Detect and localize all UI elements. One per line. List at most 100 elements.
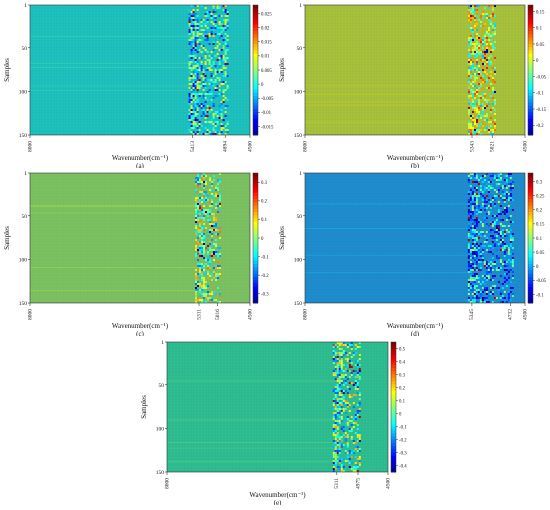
plot-frame-e [166,341,389,473]
colorbar-tick-label-c: -0.2 [261,274,269,279]
panel-label-a: (a) [136,162,144,168]
x-tick-label-a: 4894 [222,141,228,152]
colorbar-tick-label-a: 0.025 [261,12,272,17]
colorbar-tick-label-a: -0.01 [261,111,272,116]
x-axis-label-d: Wavenumber(cm⁻¹) [387,322,444,330]
colorbar-tick-label-e: -0.4 [399,464,407,469]
colorbar-tick-label-d: 0.2 [536,209,543,214]
panel-c: 8000 5311 5016 4500 1 50 100 150 Samples Wavenumb… [0,168,275,338]
colorbar-tick-label-b: -0.15 [536,108,547,113]
colorbar-e [390,341,397,473]
x-axis-label-e: Wavenumber(cm⁻¹) [249,491,306,499]
plot-frame-b [304,4,526,136]
x-tick-label-b: 5021 [490,141,496,152]
x-tick-label-e: 4975 [355,478,361,489]
plot-frame-d [304,172,526,304]
colorbar-a [252,4,259,136]
x-tick-label-a: 8000 [27,141,33,152]
heatmap-texture-a [29,4,250,135]
panel-e: 8000 5311 4975 4500 1 50 100 150 Samples Wavenumb… [137,337,413,507]
colorbar-tick-label-b: 0.15 [536,10,545,15]
x-axis-label-b: Wavenumber(cm⁻¹) [387,154,444,162]
x-tick-label-e: 4500 [385,478,391,489]
y-tick-label-b: 50 [297,46,303,52]
x-tick-label-c: 8000 [27,309,33,320]
x-tick-label-e: 8000 [164,478,170,489]
colorbar-tick-label-d: 0.25 [536,194,545,199]
colorbar-tick-label-c: 0.2 [261,200,268,205]
y-tick-label-b: 150 [294,133,303,139]
panel-label-d: (d) [411,330,420,336]
colorbar-tick-label-e: 0.4 [399,360,406,365]
colorbar-tick-label-e: 0.2 [399,386,406,391]
colorbar-tick-label-c: 0 [261,237,264,242]
colorbar-tick-label-b: 0.1 [536,27,543,32]
heatmap-streaks-b [305,85,473,123]
y-tick-label-b: 1 [299,3,302,9]
x-tick-label-d: 8000 [302,309,308,320]
colorbar-b [527,4,534,136]
colorbar-tick-label-a: 0.005 [261,69,272,74]
x-tick-label-a: 5413 [190,141,196,152]
x-tick-label-d: 4500 [522,309,528,320]
colorbar-tick-label-a: 0.01 [261,55,270,60]
colorbar-tick-label-d: 0.1 [536,237,543,242]
y-tick-label-d: 1 [299,171,302,177]
colorbar-tick-label-c: -0.3 [261,293,269,298]
x-axis-label-a: Wavenumber(cm⁻¹) [112,154,169,162]
heatmap-a: 8000 5413 4894 4500150100150SamplesWavenumb… [3,3,274,170]
heatmap-background-d [305,173,525,303]
y-tick-label-e: 100 [156,426,165,432]
x-tick-label-b: 4500 [522,141,528,152]
panel-label-b: (b) [411,162,420,168]
colorbar-tick-label-d: -0.1 [536,293,544,298]
colorbar-tick-label-e: -0.1 [399,425,407,430]
heatmap-b: 8000 5343 5021 4500150100150SamplesWavenumb… [278,3,547,170]
colorbar-tick-label-a: 0.02 [261,26,270,31]
colorbar-tick-label-c: 0.3 [261,181,268,186]
y-axis-label-c: Samples [3,226,11,250]
heatmap-d: 8000 5345 4732 4500150100150SamplesWavenumb… [278,171,547,338]
colorbar-d [527,172,534,304]
heatmap-active-region-b [468,5,497,135]
y-tick-label-b: 100 [294,89,303,95]
colorbar-tick-label-c: 0.1 [261,218,268,223]
y-tick-label-a: 100 [19,89,28,95]
x-tick-label-b: 5343 [469,141,475,152]
colorbar-c [252,172,259,304]
colorbar-tick-label-e: 0.5 [399,347,406,352]
colorbar-tick-label-e: -0.3 [399,451,407,456]
y-tick-label-a: 50 [22,46,28,52]
plot-frame-a [29,4,251,136]
heatmap-background-b [305,5,525,135]
colorbar-tick-label-c: -0.1 [261,255,269,260]
panel-d: 8000 5345 4732 4500 1 50 100 150 Samples Wavenumb… [275,168,550,338]
y-tick-label-c: 100 [19,257,28,263]
colorbar-tick-label-a: 0 [261,83,264,88]
heatmap-c: 8000 5311 5016 4500150100150SamplesWavenumb… [3,171,269,338]
y-tick-label-d: 100 [294,257,303,263]
colorbar-tick-label-d: -0.05 [536,279,547,284]
panel-b: 8000 5343 5021 4500 1 50 100 150 Samples Wavenumb… [275,0,550,170]
x-tick-label-b: 8000 [302,141,308,152]
colorbar-tick-label-d: 0 [536,265,539,270]
heatmap-texture-c [29,172,250,303]
plot-frame-c [29,172,251,304]
y-tick-label-d: 50 [297,214,303,220]
y-tick-label-e: 150 [156,470,165,476]
colorbar-tick-label-d: 0.15 [536,223,545,228]
heatmap-active-region-a [188,5,229,135]
heatmap-background-c [30,173,250,303]
colorbar-tick-label-e: 0.3 [399,373,406,378]
colorbar-tick-label-d: 0.05 [536,251,545,256]
x-tick-label-a: 4500 [247,141,253,152]
heatmap-streaks-d [305,203,472,274]
x-tick-label-d: 4732 [508,309,514,320]
colorbar-tick-label-b: -0.05 [536,75,547,80]
colorbar-tick-label-e: 0.1 [399,399,406,404]
heatmap-streaks-c [30,205,200,291]
y-axis-label-d: Samples [278,226,286,250]
y-axis-label-e: Samples [140,395,148,419]
colorbar-tick-label-a: -0.005 [261,97,274,102]
colorbar-tick-label-e: 0 [399,412,402,417]
